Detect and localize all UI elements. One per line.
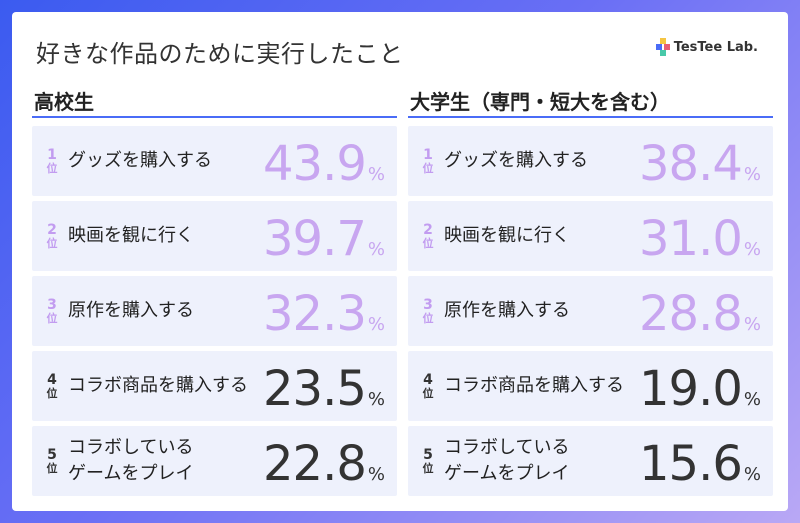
row-label: 原作を購入する [68,299,194,321]
rank-number: 3 [423,296,433,313]
ranking-row: 4 位コラボ商品を購入する 19.0% [408,351,773,421]
row-value: 23.5 [263,361,367,417]
rank-number: 5 [47,446,57,463]
row-value-group: 22.8% [263,440,385,488]
rank-unit: 位 [422,161,434,175]
high-school-column: 高校生 1 位グッズを購入する 43.9% 2 位映画を観に行く 39.7% 3 位原作を購入… [32,86,397,501]
ranking-row: 1 位グッズを購入する 38.4% [408,126,773,196]
rank-number: 4 [423,371,433,388]
row-value-group: 32.3% [263,290,385,338]
percent-sign: % [367,164,385,185]
percent-sign: % [743,464,761,485]
row-value: 15.6 [639,436,743,492]
rank-number: 2 [423,221,433,238]
rank-unit: 位 [46,311,58,325]
row-value-group: 31.0% [639,215,761,263]
row-label: 映画を観に行く [444,224,570,246]
row-value: 19.0 [639,361,743,417]
row-value-group: 19.0% [639,365,761,413]
rank-number: 2 [47,221,57,238]
row-label: コラボ商品を購入する [444,374,624,396]
column-heading: 高校生 [32,86,397,118]
rank-unit: 位 [422,236,434,250]
row-label: 映画を観に行く [68,224,194,246]
percent-sign: % [367,464,385,485]
logo-text: TesTee Lab. [673,39,758,55]
ranking-row: 5 位コラボしている ゲームをプレイ 15.6% [408,426,773,496]
row-value: 39.7 [263,211,367,267]
row-label: 原作を購入する [444,299,570,321]
testee-lab-logo: TesTee Lab. [655,38,758,56]
row-label: コラボしている ゲームをプレイ [444,436,570,484]
row-label: コラボ商品を購入する [68,374,248,396]
percent-sign: % [367,314,385,335]
ranking-list: 1 位グッズを購入する 38.4% 2 位映画を観に行く 31.0% 3 位原作を購入する 28… [408,126,773,496]
column-heading: 大学生（専門・短大を含む） [408,86,773,118]
percent-sign: % [743,314,761,335]
row-label: グッズを購入する [68,149,212,171]
rank-number: 3 [47,296,57,313]
row-value-group: 28.8% [639,290,761,338]
percent-sign: % [743,389,761,410]
rank-number: 1 [423,146,433,163]
rank-number: 5 [423,446,433,463]
row-value: 32.3 [263,286,367,342]
rank-number: 1 [47,146,57,163]
percent-sign: % [743,239,761,260]
rank-unit: 位 [46,236,58,250]
infographic-card: 好きな作品のために実行したこと TesTee Lab. 高校生 1 位グッズを購入… [12,12,788,511]
row-value-group: 43.9% [263,140,385,188]
row-value-group: 23.5% [263,365,385,413]
row-value-group: 39.7% [263,215,385,263]
ranking-row: 3 位原作を購入する 28.8% [408,276,773,346]
rank-unit: 位 [46,161,58,175]
row-value: 31.0 [639,211,743,267]
ranking-row: 3 位原作を購入する 32.3% [32,276,397,346]
rank-unit: 位 [422,461,434,475]
row-value: 38.4 [639,136,743,192]
rank-unit: 位 [46,386,58,400]
row-value: 28.8 [639,286,743,342]
row-label: コラボしている ゲームをプレイ [68,436,194,484]
ranking-row: 5 位コラボしている ゲームをプレイ 22.8% [32,426,397,496]
percent-sign: % [367,389,385,410]
rank-number: 4 [47,371,57,388]
ranking-row: 2 位映画を観に行く 31.0% [408,201,773,271]
rank-unit: 位 [422,386,434,400]
ranking-list: 1 位グッズを購入する 43.9% 2 位映画を観に行く 39.7% 3 位原作を購入する 32… [32,126,397,496]
row-value: 22.8 [263,436,367,492]
rank-unit: 位 [46,461,58,475]
ranking-row: 2 位映画を観に行く 39.7% [32,201,397,271]
row-value-group: 15.6% [639,440,761,488]
row-label: グッズを購入する [444,149,588,171]
percent-sign: % [743,164,761,185]
page-title: 好きな作品のために実行したこと [36,40,404,68]
row-value: 43.9 [263,136,367,192]
ranking-row: 4 位コラボ商品を購入する 23.5% [32,351,397,421]
row-value-group: 38.4% [639,140,761,188]
rank-unit: 位 [422,311,434,325]
university-column: 大学生（専門・短大を含む） 1 位グッズを購入する 38.4% 2 位映画を観に行く 31… [408,86,773,501]
percent-sign: % [367,239,385,260]
ranking-row: 1 位グッズを購入する 43.9% [32,126,397,196]
testee-logo-icon [655,38,670,56]
